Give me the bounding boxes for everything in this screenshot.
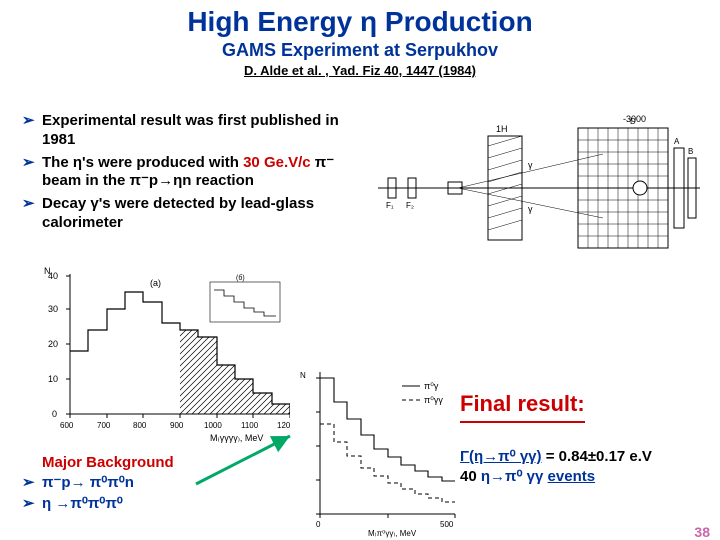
final-result-title: Final result: — [460, 391, 585, 423]
events-word: events — [548, 468, 596, 485]
gamma-width-value: = 0.84±0.17 e.V — [542, 448, 652, 465]
event-count: 40 — [460, 468, 481, 485]
decay-channel: η→π⁰ γγ — [481, 468, 548, 485]
final-result-box: Final result: Γ(η→π⁰ γγ) = 0.84±0.17 e.V… — [460, 391, 690, 488]
final-result-text: Γ(η→π⁰ γγ) = 0.84±0.17 e.V 40 η→π⁰ γγ ev… — [460, 447, 690, 488]
gamma-width-symbol: Γ(η→π⁰ γγ) — [460, 448, 542, 465]
page-number: 38 — [694, 524, 710, 540]
